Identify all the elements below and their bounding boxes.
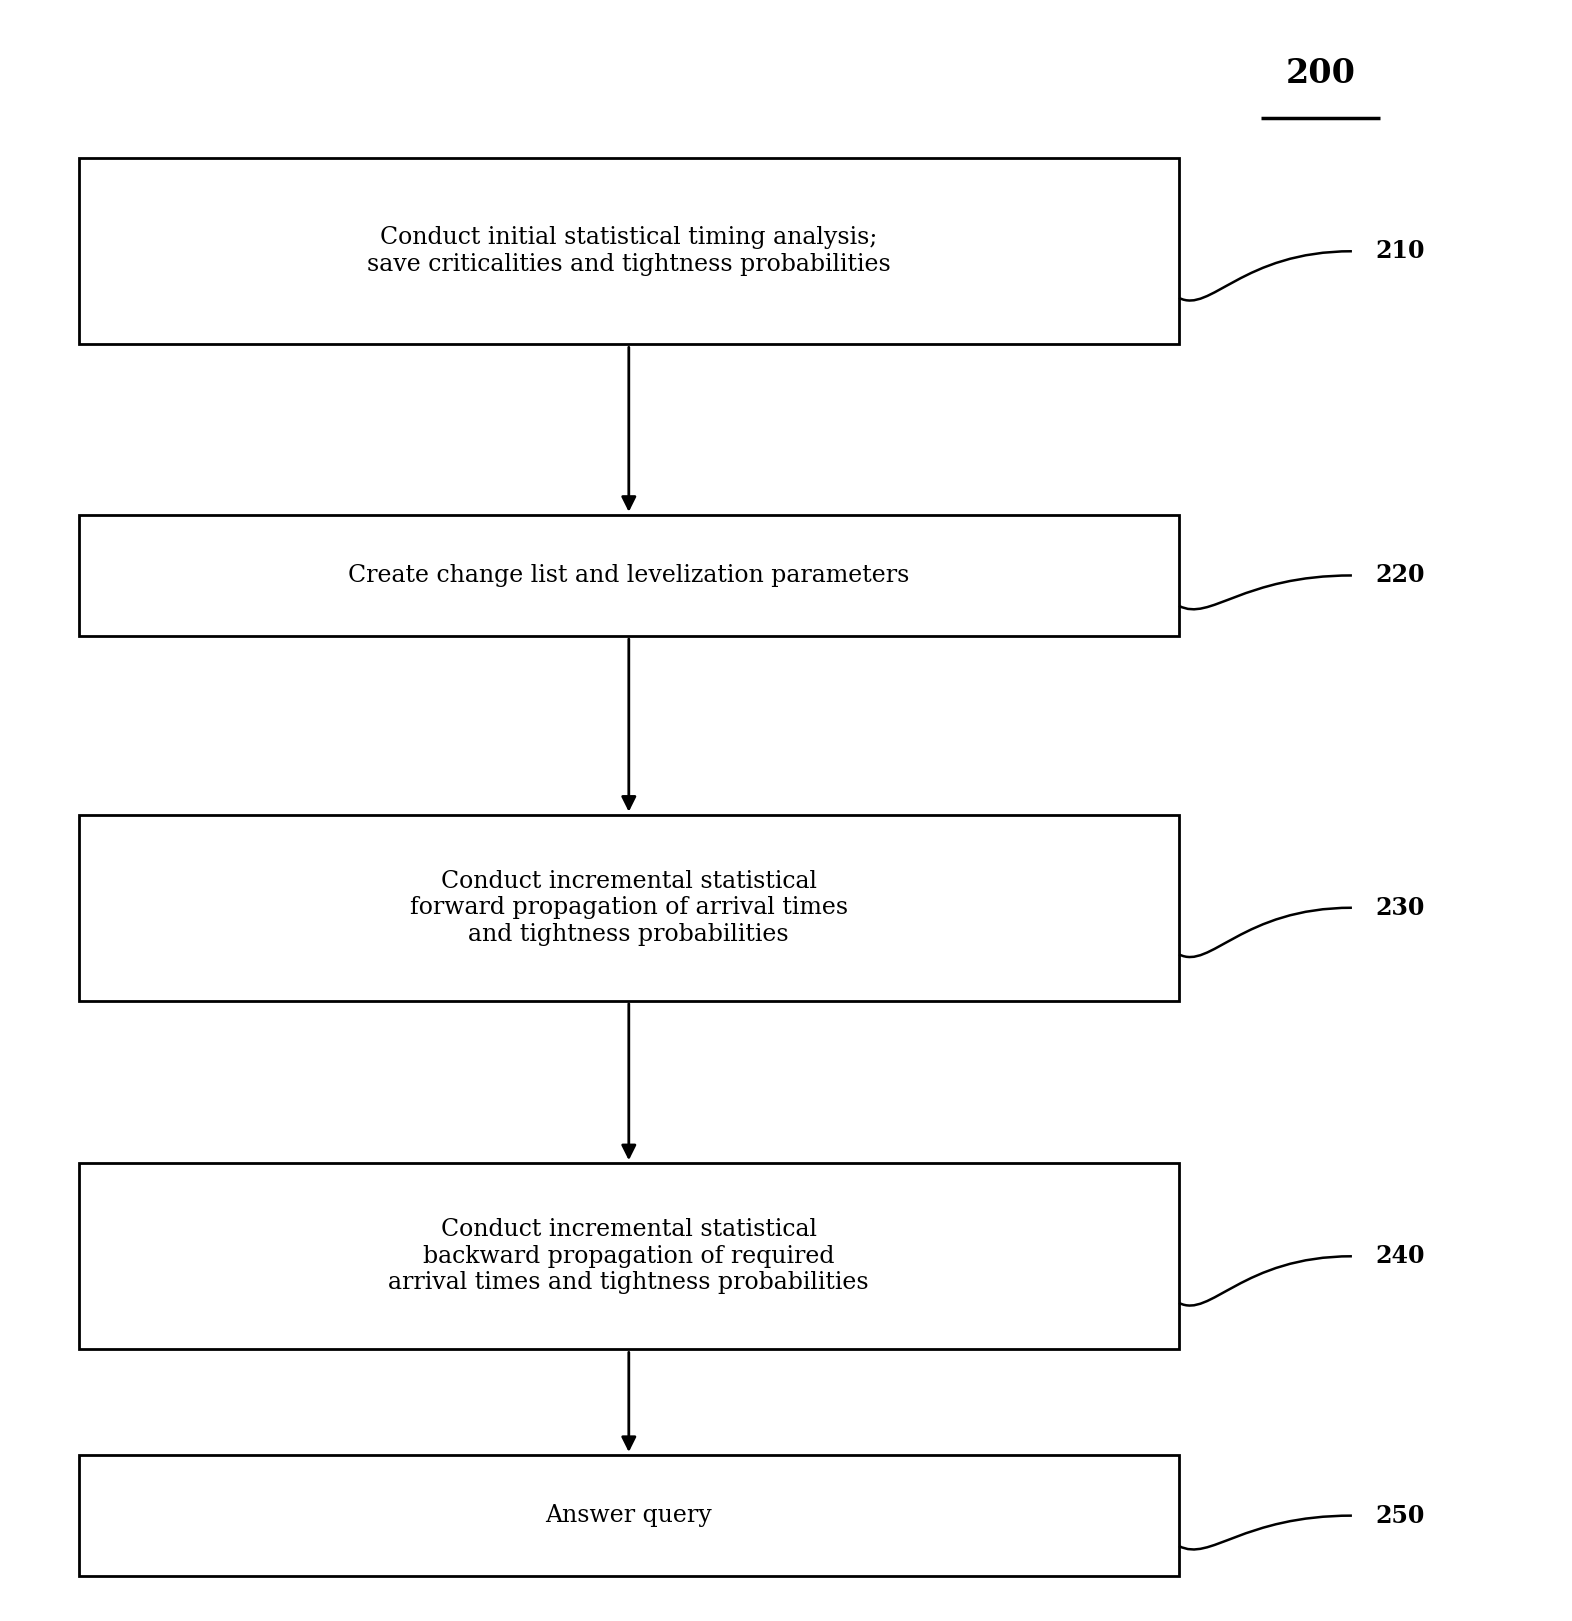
Text: 230: 230 [1376,896,1424,919]
Bar [79,159,1179,345]
Bar [79,814,1179,1000]
Text: Conduct incremental statistical
forward propagation of arrival times
and tightne: Conduct incremental statistical forward … [410,869,847,947]
Text: 250: 250 [1376,1504,1424,1527]
Text: Conduct incremental statistical
backward propagation of required
arrival times a: Conduct incremental statistical backward… [388,1217,869,1295]
Text: Conduct initial statistical timing analysis;
save criticalities and tightness pr: Conduct initial statistical timing analy… [366,227,891,276]
Text: 240: 240 [1376,1245,1424,1268]
Text: Create change list and levelization parameters: Create change list and levelization para… [347,564,910,587]
Bar [79,515,1179,635]
Text: Answer query: Answer query [545,1504,712,1527]
Bar [79,1456,1179,1576]
Text: 210: 210 [1376,240,1424,263]
Text: 220: 220 [1376,564,1424,587]
Bar [79,1164,1179,1349]
Text: 200: 200 [1286,57,1355,89]
